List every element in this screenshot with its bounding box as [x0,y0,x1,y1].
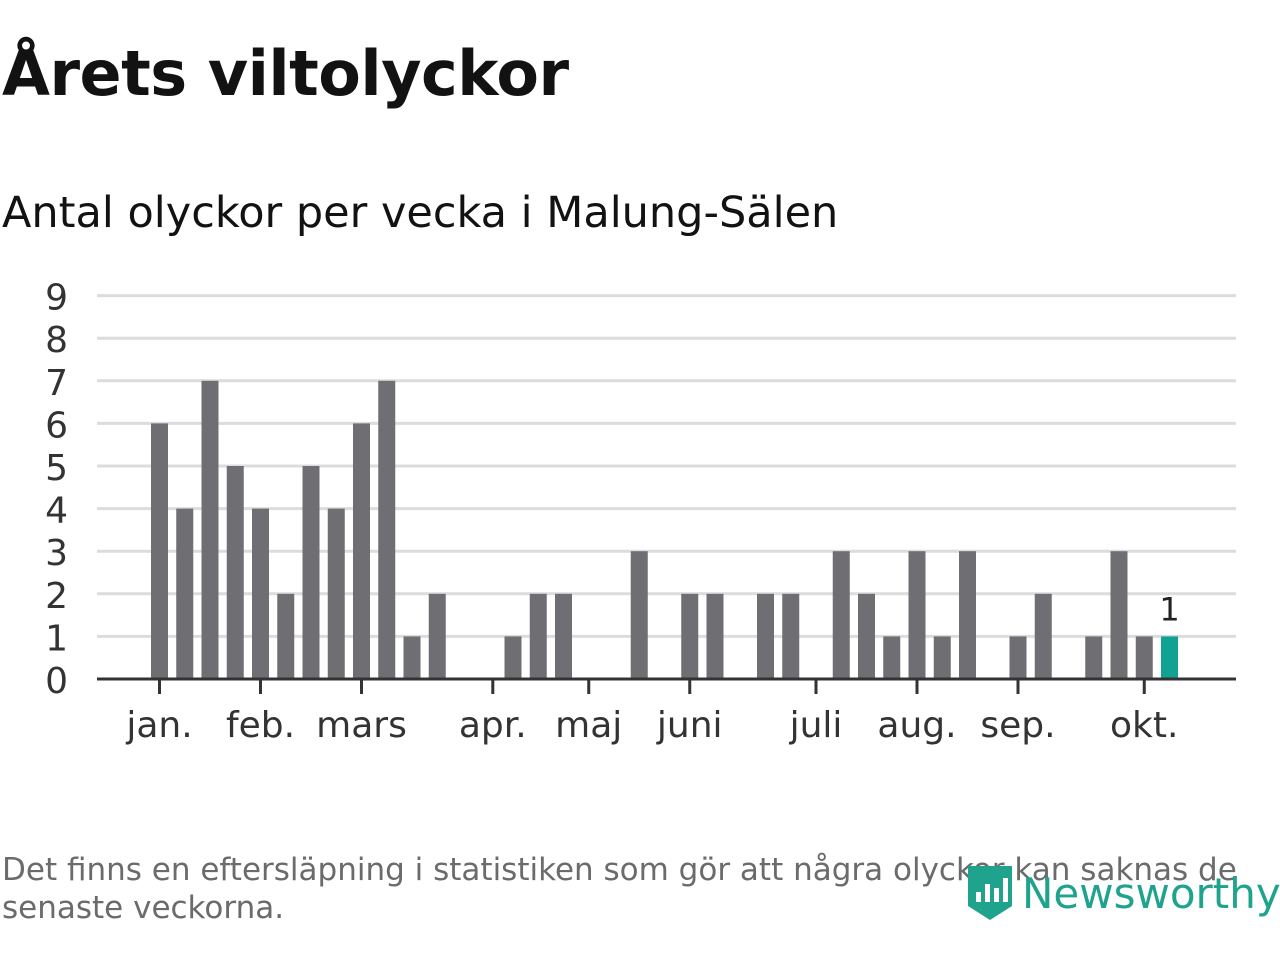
bar [630,551,648,679]
bar [1110,551,1128,679]
bar [959,551,976,679]
bar [706,593,724,679]
bar [529,593,547,679]
y-tick-label: 5 [45,448,68,489]
bar [201,380,219,679]
bar [1009,636,1027,679]
bar [504,636,522,679]
bar [1135,636,1153,679]
bar [933,636,951,679]
newsworthy-logo-icon [968,866,1012,920]
bar [403,636,421,679]
bar [151,423,168,679]
y-tick-label: 7 [45,363,68,404]
bar [176,508,194,679]
bar [858,593,875,679]
x-tick-label: jan. [125,705,192,746]
x-tick-label: maj [555,705,622,746]
chart-subtitle: Antal olyckor per vecka i Malung-Sälen [2,188,839,238]
chart-title: Årets viltolyckor [2,37,569,110]
x-tick-label: okt. [1110,705,1178,746]
bar [277,593,295,679]
y-tick-label: 8 [45,320,68,361]
data-labels: 1 [1159,590,1179,628]
bar [353,423,370,679]
x-tick-label: apr. [459,705,527,746]
y-tick-label: 4 [45,491,68,532]
x-tick-label: mars [316,705,407,746]
y-tick-label: 9 [45,278,68,319]
y-tick-label: 0 [45,661,68,702]
bar [757,593,774,679]
bar [252,508,269,679]
x-tick-label: juni [656,705,723,746]
y-tick-label: 1 [45,618,68,659]
bars [151,380,1178,679]
bar [1085,636,1103,679]
bar [302,466,320,679]
bar [428,593,446,679]
y-tick-label: 6 [45,405,68,446]
bar [555,593,572,679]
y-tick-label: 2 [45,576,68,617]
brand-logo: Newsworthy [964,862,1280,924]
footnote: Det finns en eftersläpning i statistiken… [2,852,1237,926]
data-label: 1 [1159,590,1179,628]
bar [883,636,901,679]
brand-name: Newsworthy [1022,868,1280,918]
bar [782,593,800,679]
x-tick-label: feb. [226,705,295,746]
bar-highlight [1161,636,1178,679]
bar [908,551,926,679]
bar [327,508,345,679]
x-tick-label: sep. [980,705,1055,746]
bar [378,380,396,679]
bar [1034,593,1052,679]
bar [681,593,699,679]
bar [226,466,244,679]
x-axis-ticks: jan. feb. mars apr. maj juni juli aug. sep. okt. [125,679,1178,746]
bar [832,551,850,679]
x-tick-label: aug. [877,705,956,746]
y-tick-label: 3 [45,533,68,574]
x-tick-label: juli [789,705,843,746]
